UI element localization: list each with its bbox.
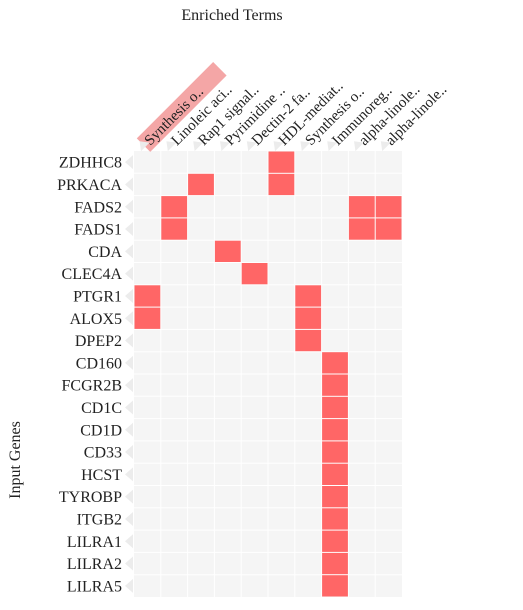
gene-label: CD33 <box>84 445 122 462</box>
heatmap-cell <box>322 553 348 574</box>
gene-tick <box>125 490 133 504</box>
heatmap-cell <box>322 575 348 596</box>
gene-tick <box>125 289 133 303</box>
gene-tick <box>125 400 133 414</box>
heatmap-cell <box>322 419 348 440</box>
heatmap-cell <box>376 196 402 217</box>
heatmap-cell <box>322 375 348 396</box>
gene-label: LILRA5 <box>67 578 122 595</box>
gene-label: PRKACA <box>57 177 122 194</box>
gene-label: CDA <box>88 244 122 261</box>
gene-label: ALOX5 <box>70 311 122 328</box>
heatmap-cell <box>135 285 161 306</box>
heatmap-cell <box>295 330 321 351</box>
gene-tick <box>125 445 133 459</box>
heatmap-cell <box>188 174 214 195</box>
heatmap-cell <box>161 196 187 217</box>
heatmap-cell <box>322 486 348 507</box>
gene-tick <box>125 155 133 169</box>
heatmap-cell <box>269 152 295 173</box>
heatmap-cell <box>322 508 348 529</box>
gene-label: ZDHHC8 <box>59 155 122 172</box>
gene-tick <box>125 512 133 526</box>
heatmap-cell <box>295 285 321 306</box>
gene-tick <box>125 222 133 236</box>
gene-label: FCGR2B <box>62 378 122 395</box>
gene-tick <box>125 311 133 325</box>
gene-label: PTGR1 <box>73 288 122 305</box>
gene-label: ITGB2 <box>77 511 122 528</box>
gene-tick <box>125 378 133 392</box>
gene-tick <box>125 579 133 593</box>
heatmap-cell <box>215 241 241 262</box>
gene-tick <box>125 467 133 481</box>
gene-label: FADS1 <box>74 222 122 239</box>
heatmap-cell <box>322 397 348 418</box>
heatmap-cell <box>295 308 321 329</box>
gene-label: HCST <box>81 467 122 484</box>
gene-label: LILRA2 <box>67 556 122 573</box>
chart-title: Enriched Terms <box>181 7 282 24</box>
heatmap-cell <box>349 218 375 239</box>
gene-label: CLEC4A <box>62 266 123 283</box>
gene-tick <box>125 557 133 571</box>
heatmap-cell <box>322 441 348 462</box>
heatmap-cell <box>322 464 348 485</box>
heatmap-cell <box>322 531 348 552</box>
heatmap-cell <box>269 174 295 195</box>
gene-label: LILRA1 <box>67 534 122 551</box>
heatmap-cell <box>376 218 402 239</box>
heatmap-cell <box>161 218 187 239</box>
heatmap-cell <box>135 308 161 329</box>
gene-label: TYROBP <box>59 489 122 506</box>
gene-label: FADS2 <box>74 199 122 216</box>
y-axis-label: Input Genes <box>7 421 24 499</box>
gene-tick <box>125 334 133 348</box>
gene-label: CD160 <box>76 355 122 372</box>
gene-tick <box>125 244 133 258</box>
gene-label: CD1D <box>80 422 122 439</box>
gene-tick <box>125 177 133 191</box>
gene-tick <box>125 200 133 214</box>
gene-tick <box>125 267 133 281</box>
heatmap-cell <box>349 196 375 217</box>
heatmap-cell <box>322 352 348 373</box>
gene-label: DPEP2 <box>75 333 122 350</box>
gene-tick <box>125 423 133 437</box>
heatmap-cell <box>242 263 268 284</box>
gene-tick <box>125 356 133 370</box>
gene-tick <box>125 534 133 548</box>
gene-label: CD1C <box>81 400 122 417</box>
